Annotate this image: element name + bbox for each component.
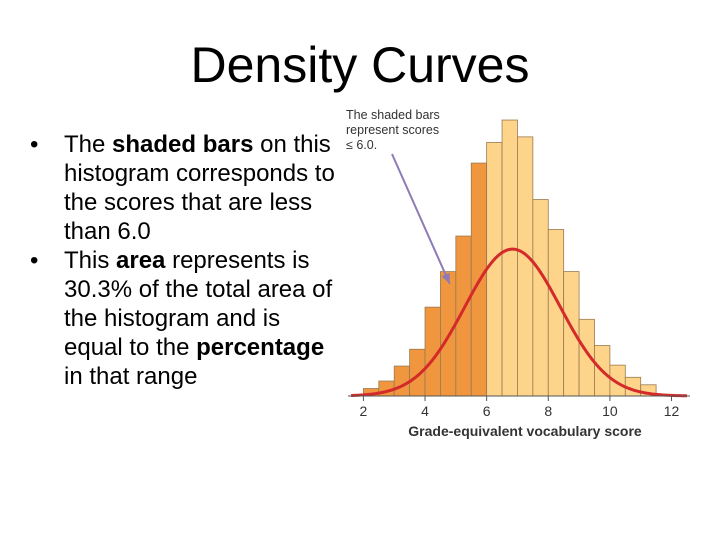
- annotation-line: ≤ 6.0.: [346, 138, 377, 152]
- histogram-chart: 2 4 6 8 10 12 Grade-equivalent vocabulary sco…: [346, 108, 690, 439]
- bullet-text-part: on this histogram corresponds to the sco…: [64, 131, 335, 245]
- x-ticks-group: 2 4 6 8 10 12: [360, 396, 680, 419]
- bullet-text-part: The: [64, 131, 113, 158]
- histogram-bar: [455, 235, 472, 397]
- bullet-list: • The shaded bars on this histogram corr…: [30, 130, 340, 391]
- histogram-bar: [517, 136, 534, 397]
- x-tick-label: 4: [421, 403, 429, 419]
- bullet-text-part: in that range: [64, 363, 198, 390]
- annotation-arrow: [391, 153, 451, 285]
- bullet-text-part: represents is 30.3% of the total area of…: [64, 247, 333, 361]
- histogram-bar: [440, 271, 457, 397]
- x-tick-label: 10: [602, 403, 618, 419]
- bullet-emphasis: area: [116, 247, 166, 274]
- x-tick-label: 2: [360, 403, 368, 419]
- density-curve: [351, 247, 687, 398]
- x-tick-label: 8: [544, 403, 552, 419]
- slide-title: Density Curves: [190, 37, 530, 93]
- bars-group: [363, 119, 657, 397]
- bullet-emphasis: shaded bars: [112, 131, 254, 158]
- annotation-line: The shaded bars: [346, 108, 440, 122]
- histogram-bar: [486, 142, 503, 397]
- annotation-line: represent scores: [346, 123, 439, 137]
- x-axis-label: Grade-equivalent vocabulary score: [408, 423, 642, 439]
- annotation: The shaded bars represent scores ≤ 6.0.: [346, 108, 440, 152]
- x-tick-label: 6: [483, 403, 491, 419]
- annotation-arrowhead: [441, 272, 450, 284]
- x-tick-label: 12: [664, 403, 680, 419]
- bullet-item: • The shaded bars on this histogram corr…: [30, 130, 340, 246]
- bullet-emphasis: percentage: [196, 334, 325, 361]
- bullet-dot: •: [30, 247, 39, 274]
- bullet-item: • This area represents is 30.3% of the t…: [30, 246, 340, 391]
- histogram-bar: [547, 229, 565, 397]
- bullet-dot: •: [30, 131, 39, 158]
- histogram-bar: [501, 119, 518, 397]
- histogram-bar: [393, 365, 411, 397]
- histogram-bar: [532, 199, 549, 397]
- bullet-text-part: This: [64, 247, 117, 274]
